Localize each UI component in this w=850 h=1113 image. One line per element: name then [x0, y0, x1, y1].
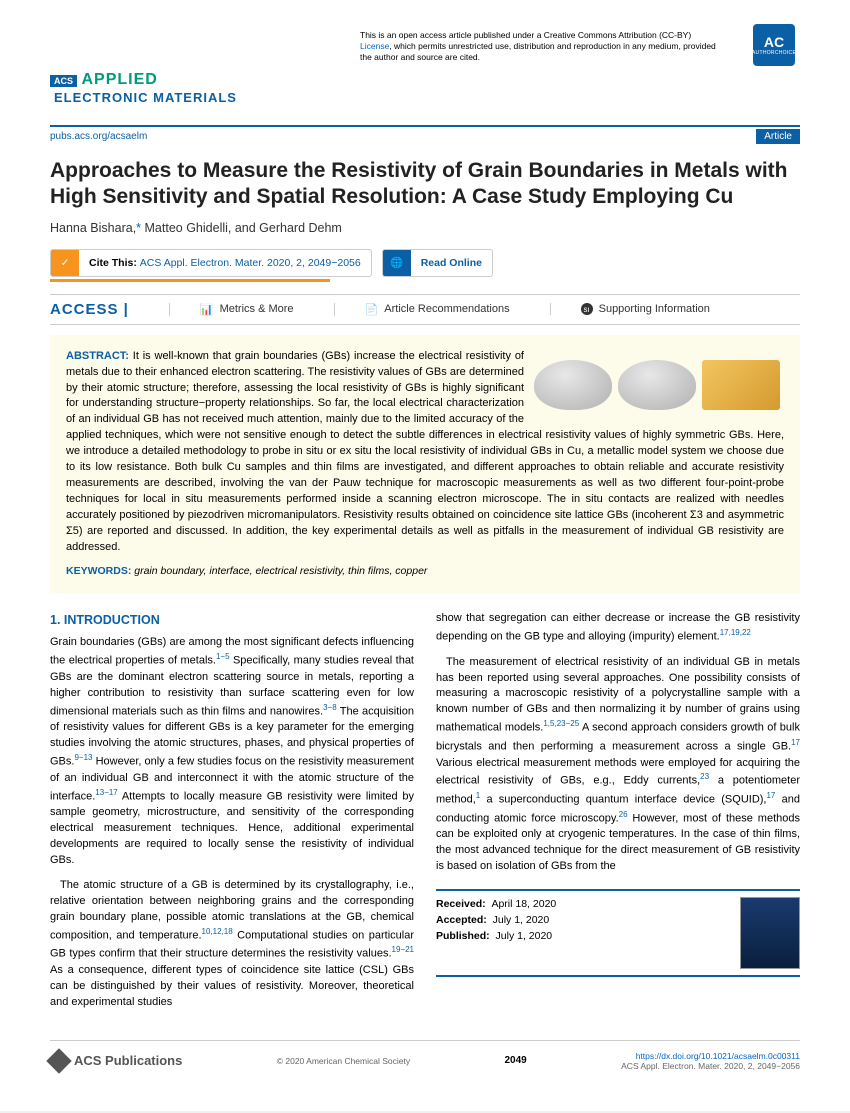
si-icon: sı — [581, 303, 593, 315]
acs-pub-logo: ACS Publications — [50, 1052, 182, 1070]
abstract-label: ABSTRACT: — [66, 350, 129, 362]
si-link[interactable]: sıSupporting Information — [550, 303, 710, 315]
doi-link[interactable]: https://dx.doi.org/10.1021/acsaelm.0c003… — [636, 1051, 800, 1061]
graphic-shape-2 — [618, 360, 696, 410]
cite-row: ✓ Cite This: ACS Appl. Electron. Mater. … — [50, 249, 800, 277]
diamond-icon — [46, 1048, 71, 1073]
copyright: © 2020 American Chemical Society — [277, 1056, 410, 1066]
doc-icon: 📄 — [365, 303, 379, 316]
license-link[interactable]: License — [360, 41, 389, 51]
intro-p2: The atomic structure of a GB is determin… — [50, 878, 414, 1011]
footer: ACS Publications © 2020 American Chemica… — [50, 1040, 800, 1071]
nav-row: pubs.acs.org/acsaelm Article — [50, 129, 800, 144]
authorchoice-badge: AC AUTHORCHOICE — [753, 24, 795, 66]
journal-elec: ELECTRONIC MATERIALS — [54, 90, 237, 105]
recommendations-link[interactable]: 📄Article Recommendations — [334, 303, 510, 316]
graphic-shape-1 — [534, 360, 612, 410]
keywords: KEYWORDS: grain boundary, interface, ele… — [66, 564, 784, 579]
intro-heading: 1. INTRODUCTION — [50, 611, 414, 629]
authors: Hanna Bishara,* Matteo Ghidelli, and Ger… — [50, 221, 800, 235]
metrics-link[interactable]: 📊Metrics & More — [169, 303, 294, 316]
acs-tag: ACS — [50, 75, 77, 87]
journal-applied: APPLIED — [81, 71, 157, 88]
right-column: show that segregation can either decreas… — [436, 611, 800, 1020]
body-columns: 1. INTRODUCTION Grain boundaries (GBs) a… — [50, 611, 800, 1020]
cite-button[interactable]: ✓ Cite This: ACS Appl. Electron. Mater. … — [50, 249, 372, 277]
badge-sub: AUTHORCHOICE — [752, 50, 796, 56]
intro-p1: Grain boundaries (GBs) are among the mos… — [50, 635, 414, 869]
intro-r2: The measurement of electrical resistivit… — [436, 655, 800, 875]
left-column: 1. INTRODUCTION Grain boundaries (GBs) a… — [50, 611, 414, 1020]
abstract-box: ABSTRACT: It is well-known that grain bo… — [50, 335, 800, 593]
access-label: ACCESS | — [50, 301, 129, 318]
intro-r1: show that segregation can either decreas… — [436, 611, 800, 646]
page-number: 2049 — [505, 1055, 527, 1066]
divider — [50, 125, 800, 127]
article-tag: Article — [756, 129, 800, 144]
accent-line — [50, 279, 330, 282]
journal-logo: ACS APPLIED ELECTRONIC MATERIALS — [50, 71, 800, 107]
page-title: Approaches to Measure the Resistivity of… — [50, 158, 800, 211]
chart-icon: 📊 — [200, 303, 214, 316]
access-bar: ACCESS | 📊Metrics & More 📄Article Recomm… — [50, 294, 800, 325]
dates-box: Received: April 18, 2020 Accepted: July … — [436, 889, 800, 977]
badge-main: AC — [764, 34, 784, 50]
graphic-shape-3 — [702, 360, 780, 410]
pubs-link[interactable]: pubs.acs.org/acsaelm — [50, 131, 147, 142]
read-online-button[interactable]: 🌐 Read Online — [382, 249, 493, 277]
cover-thumbnail — [740, 897, 800, 969]
checkmark-icon: ✓ — [51, 250, 79, 276]
page: AC AUTHORCHOICE This is an open access a… — [0, 0, 850, 1111]
abstract-graphic — [534, 351, 784, 419]
doi-block: https://dx.doi.org/10.1021/acsaelm.0c003… — [621, 1051, 800, 1071]
license-text: This is an open access article published… — [360, 30, 720, 63]
globe-icon: 🌐 — [383, 250, 411, 276]
